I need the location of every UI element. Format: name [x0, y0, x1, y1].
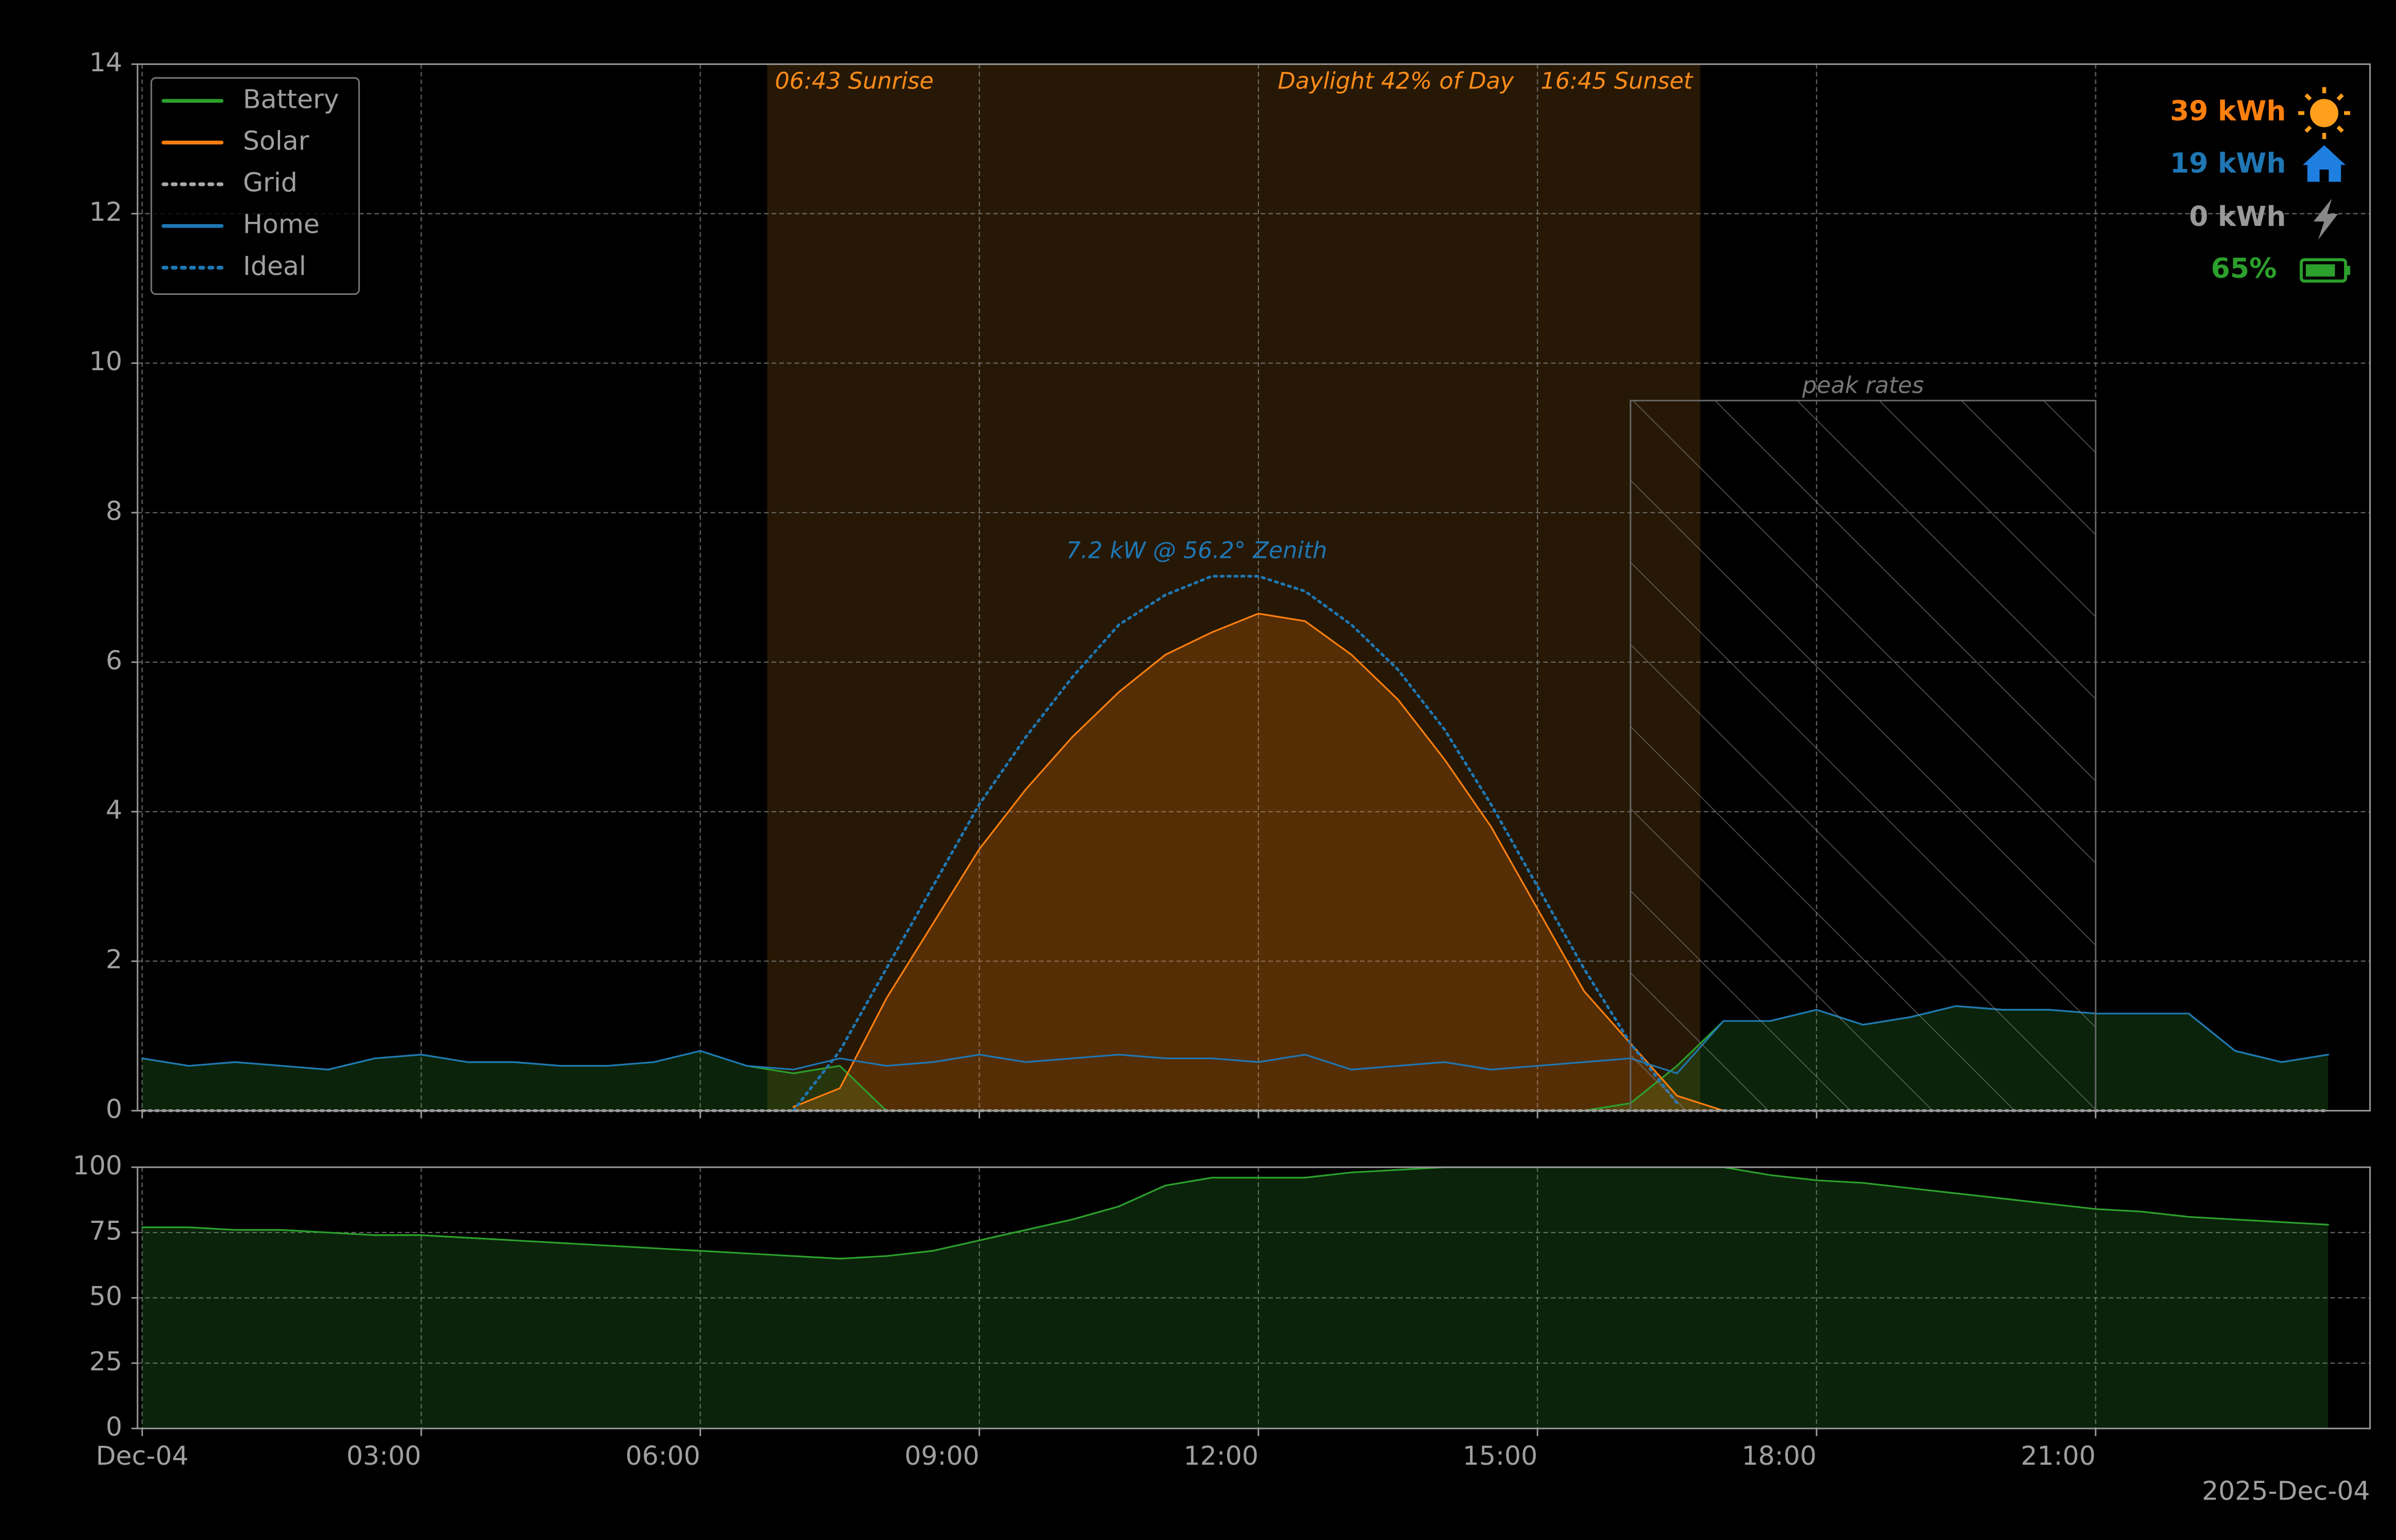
plot-frame	[136, 63, 2371, 1112]
bolt-icon	[2313, 198, 2338, 240]
x-tick-label: 18:00	[1742, 1441, 1816, 1471]
x-tick-label: 09:00	[905, 1441, 980, 1471]
peak-label: 7.2 kW @ 56.2° Zenith	[1066, 537, 1327, 564]
peak-rates-region	[1629, 399, 2096, 1112]
x-tick-label: Dec-04	[96, 1441, 188, 1471]
battery-level: 65%	[2211, 253, 2277, 285]
peak-rates-label: peak rates	[1802, 372, 1924, 399]
y-tick-label: 0	[106, 1094, 122, 1124]
legend-label: Home	[243, 209, 319, 240]
legend-box	[150, 77, 360, 295]
line	[141, 1166, 2329, 1260]
legend-label: Ideal	[243, 251, 306, 281]
y-tick-label: 0	[106, 1412, 122, 1442]
y-tick-label: 4	[106, 795, 122, 825]
y-tick-label: 100	[72, 1150, 122, 1181]
sunset-label: 16:45 Sunset	[1541, 68, 1694, 95]
y-tick-label: 10	[89, 346, 122, 376]
y-tick-label: 8	[106, 496, 122, 526]
x-tick-label: 06:00	[625, 1441, 700, 1471]
y-tick-label: 2	[106, 945, 122, 975]
x-tick-label: 15:00	[1463, 1441, 1537, 1471]
y-tick-label: 14	[89, 47, 122, 78]
x-tick-label: 12:00	[1184, 1441, 1258, 1471]
line	[792, 574, 1679, 1112]
home-icon	[2302, 145, 2346, 182]
y-tick-label: 6	[106, 645, 122, 675]
area	[793, 613, 1724, 1111]
sun-icon	[2298, 87, 2350, 139]
battery-icon	[2300, 258, 2350, 283]
x-tick-label: 03:00	[346, 1441, 421, 1471]
legend-label: Battery	[243, 84, 339, 114]
sunrise-label: 06:43 Sunrise	[775, 68, 933, 95]
legend-label: Grid	[243, 168, 298, 198]
solar-total: 39 kWh	[2170, 95, 2286, 127]
area	[142, 1167, 2329, 1429]
plot-frame	[136, 1166, 2371, 1429]
daylight-span	[767, 64, 1701, 1111]
home-total: 19 kWh	[2170, 147, 2286, 179]
x-tick-label: 21:00	[2021, 1441, 2095, 1471]
grid-total: 0 kWh	[2189, 201, 2286, 233]
date-label: 2025-Dec-04	[2202, 1476, 2370, 1506]
line	[792, 613, 1725, 1112]
y-tick-label: 12	[89, 197, 122, 227]
y-tick-label: 25	[89, 1346, 122, 1376]
y-tick-label: 50	[89, 1281, 122, 1311]
y-tick-label: 75	[89, 1215, 122, 1246]
daylight-label: Daylight 42% of Day	[1278, 68, 1515, 95]
legend-label: Solar	[243, 125, 309, 156]
